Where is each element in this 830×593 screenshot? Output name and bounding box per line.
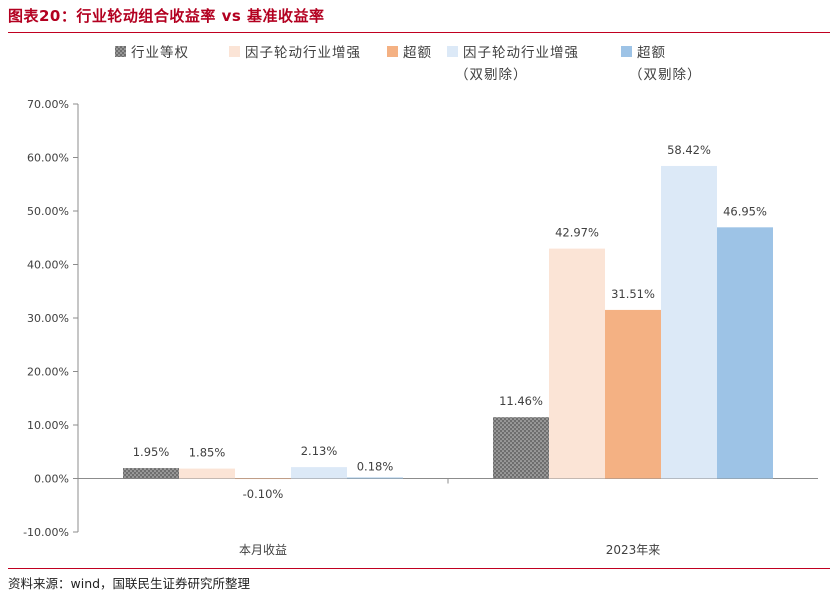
legend-label: 超额 <box>403 45 432 61</box>
data-label: 46.95% <box>723 204 767 218</box>
bar <box>235 478 291 480</box>
y-tick-label: 70.00% <box>27 98 69 111</box>
bottom-divider <box>8 568 830 569</box>
bar <box>347 477 403 479</box>
data-labels: 1.95% 1.85% -0.10% 2.13% 0.18% 11.46% 42.97% 31… <box>133 143 767 501</box>
bar <box>717 227 773 479</box>
bar <box>179 468 235 479</box>
legend-label: （双剔除） <box>455 67 528 83</box>
y-tick-label: 10.00% <box>27 419 69 432</box>
data-label: 1.95% <box>133 445 170 459</box>
legend-label: 超额 <box>637 45 666 61</box>
y-tick-label: 20.00% <box>27 366 69 379</box>
axes: -10.00% 0.00% 10.00% 20.00% 30.00% 40.00% 50.0… <box>23 98 818 557</box>
legend-swatch <box>387 46 398 57</box>
data-label: 1.85% <box>189 446 226 460</box>
legend: 行业等权 因子轮动行业增强 超额 因子轮动行业增强 （双剔除） 超额 （双剔除） <box>115 44 702 83</box>
x-category-label: 本月收益 <box>239 543 287 557</box>
legend-swatch <box>115 46 126 57</box>
data-label: 31.51% <box>611 287 655 301</box>
y-tick-label: 50.00% <box>27 205 69 218</box>
bars <box>123 165 773 480</box>
data-label: 42.97% <box>555 226 599 240</box>
legend-label: （双剔除） <box>629 67 702 83</box>
legend-swatch <box>229 46 240 57</box>
bar <box>605 309 661 479</box>
y-tick-label: 30.00% <box>27 312 69 325</box>
data-label: -0.10% <box>243 487 284 501</box>
legend-swatch <box>447 46 458 57</box>
source-note: 资料来源：wind，国联民生证券研究所整理 <box>8 576 251 591</box>
legend-label: 因子轮动行业增强 <box>245 45 361 61</box>
data-label: 11.46% <box>499 394 543 408</box>
y-tick-label: 60.00% <box>27 152 69 165</box>
y-tick-label: -10.00% <box>23 526 69 539</box>
data-label: 0.18% <box>357 460 394 474</box>
bar <box>549 248 605 479</box>
data-label: 58.42% <box>667 143 711 157</box>
y-tick-label: 40.00% <box>27 259 69 272</box>
figure-title: 图表20：行业轮动组合收益率 vs 基准收益率 <box>8 7 325 25</box>
y-tick-label: 0.00% <box>34 473 69 486</box>
bar <box>493 417 549 479</box>
bar <box>661 165 717 479</box>
data-label: 2.13% <box>301 444 338 458</box>
legend-label: 行业等权 <box>131 44 189 61</box>
bar <box>291 467 347 479</box>
top-divider <box>8 32 830 33</box>
legend-swatch <box>621 46 632 57</box>
legend-label: 因子轮动行业增强 <box>463 45 579 61</box>
bar <box>123 468 179 479</box>
x-category-label: 2023年来 <box>606 543 661 557</box>
